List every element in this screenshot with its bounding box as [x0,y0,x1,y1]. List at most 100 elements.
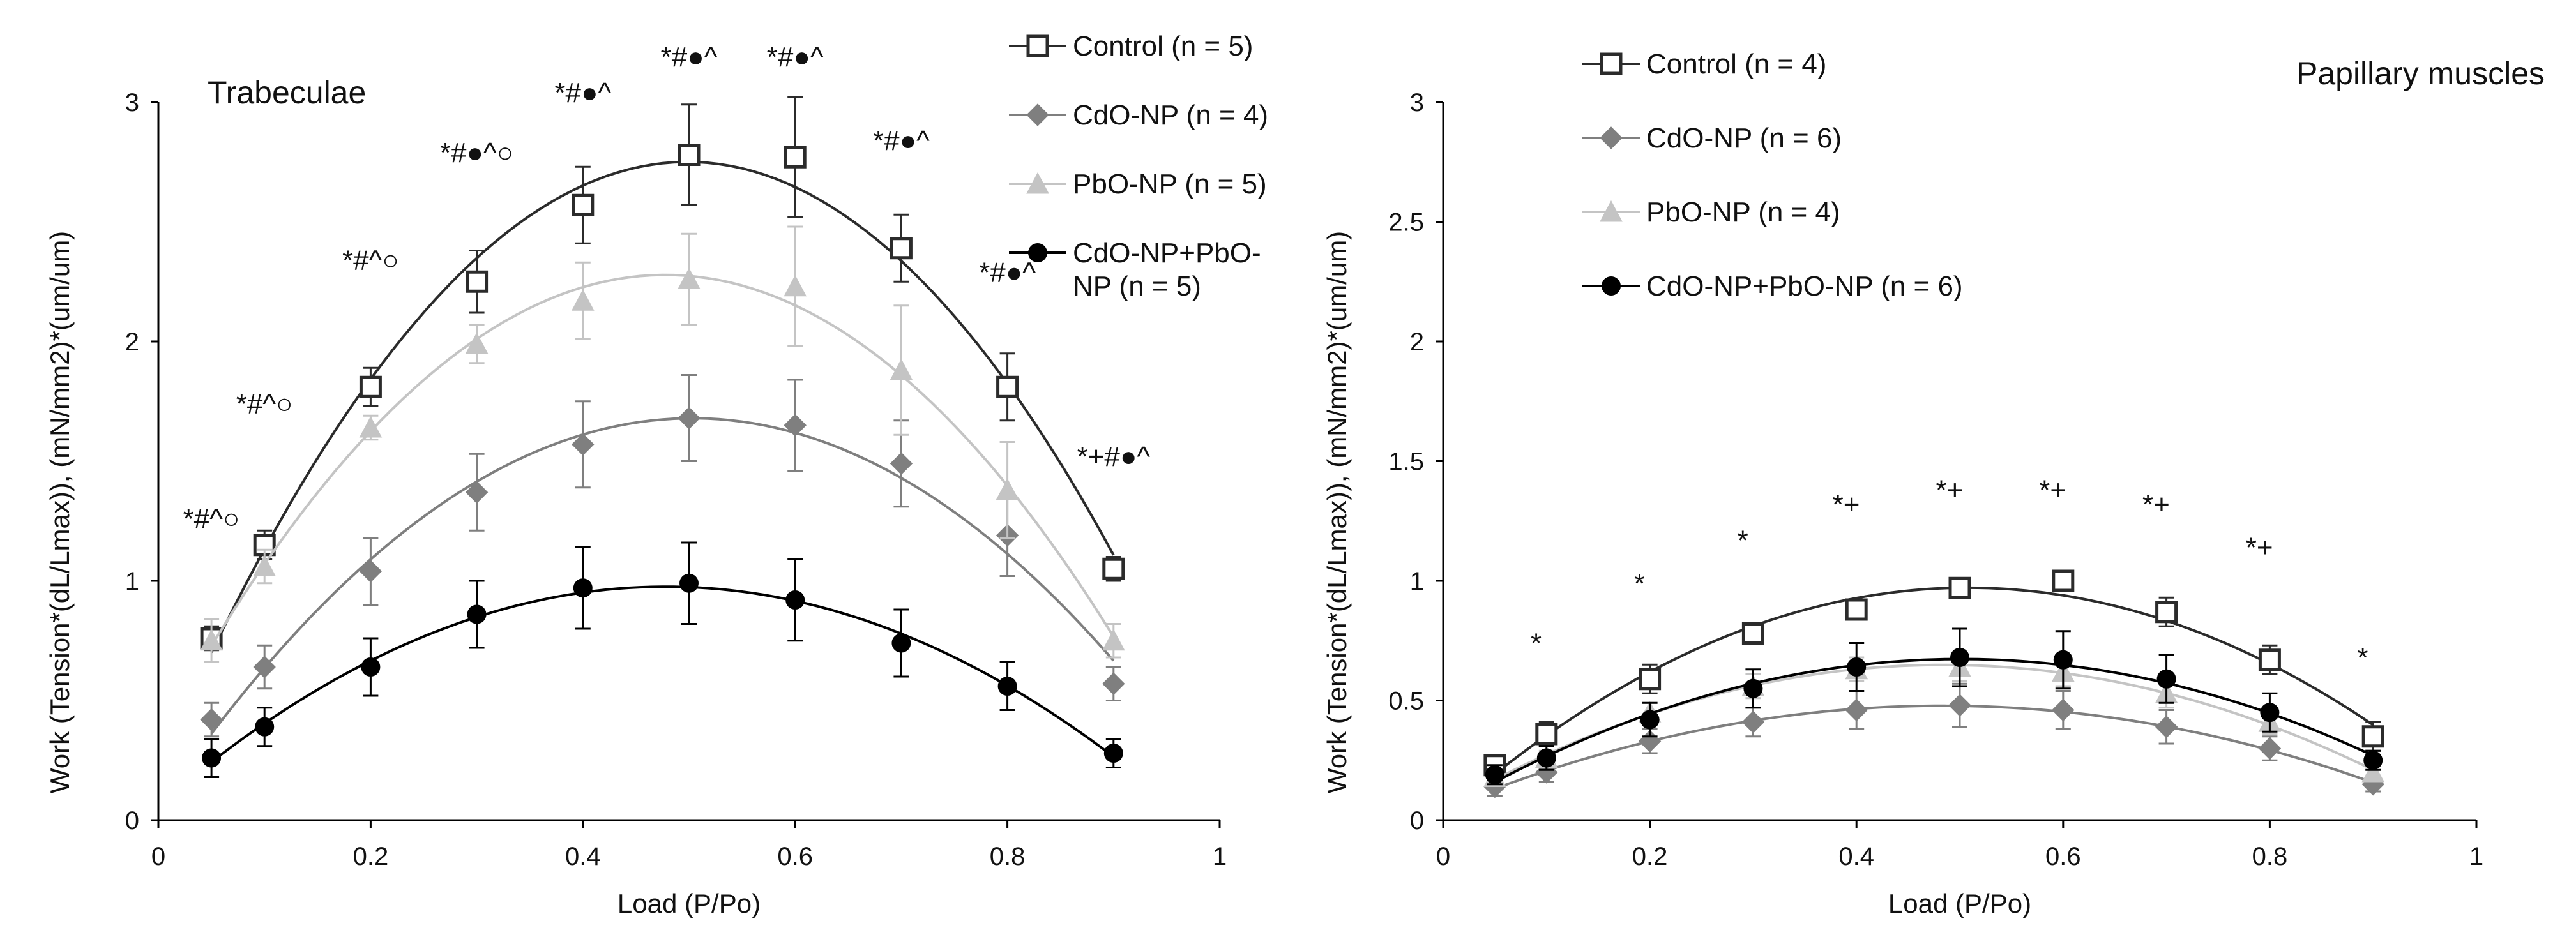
legend-label: CdO-NP (n = 6) [1646,123,1842,154]
series-4 [202,541,1123,778]
data-point [1485,765,1504,784]
y-tick-label: 3 [1410,89,1424,117]
x-tick-label: 0.6 [777,843,813,871]
data-point [572,193,595,216]
legend-label: CdO-NP+PbO-NP (n = 6) [1646,271,1963,302]
x-tick-label: 1 [1213,843,1227,871]
legend: Control (n = 5) CdO-NP (n = 4) PbO-NP (n =… [1009,31,1268,302]
data-point [2363,751,2383,770]
data-point [2053,650,2073,670]
significance-label: *+ [2246,532,2273,564]
data-point [2155,601,2178,624]
significance-label: *+ [1833,489,1860,520]
x-tick-label: 0.4 [1838,843,1874,871]
data-point [891,633,911,653]
x-tick-label: 0.4 [565,843,601,871]
legend-marker [1600,200,1623,222]
legend-label: CdO-NP (n = 4) [1073,100,1268,131]
significance-label: *#●^ [767,41,824,73]
significance-label: *#●^○ [440,137,513,169]
chart-panel-1: 0 1 2 3 0 0.2 0.4 0.6 0.8 1 Load (P/Po) Work (Tensi… [45,31,1268,918]
legend-label: Control (n = 5) [1073,31,1253,62]
x-axis-title: Load (P/Po) [617,888,761,918]
legend-label: PbO-NP (n = 5) [1073,169,1267,200]
legend-marker [1600,126,1623,149]
data-point [1103,744,1123,763]
series-line [210,160,1115,654]
series-1 [1483,569,2384,777]
x-tick-label: 0.6 [2045,843,2081,871]
data-point [1536,748,1556,768]
panel-title: Trabeculae [208,75,366,110]
series-line [1494,704,2374,790]
data-point [1102,557,1125,580]
legend: Control (n = 4) CdO-NP (n = 6) PbO-NP (n =… [1582,49,1963,302]
data-point [1639,668,1662,691]
data-point [2155,716,2178,738]
legend-label: Control (n = 4) [1646,49,1826,80]
data-point [2052,698,2075,722]
significance-label: * [2357,642,2368,673]
y-tick-label: 2.5 [1388,209,1424,237]
significance-label: *#●^ [979,257,1036,288]
data-point [890,237,913,260]
data-point [785,590,805,610]
data-point [996,375,1019,398]
legend-marker [1600,52,1623,75]
data-point [678,267,701,289]
significance-label: *#●^ [554,77,611,109]
data-point [572,433,595,456]
x-tick-label: 1 [2469,843,2483,871]
data-point [359,416,383,438]
data-point [571,289,595,311]
significance-label: *#●^ [661,41,718,73]
significance-label: * [1531,628,1542,659]
data-point [359,375,382,398]
data-point [1845,598,1868,621]
data-point [1535,723,1558,746]
data-point [784,146,807,169]
data-point [361,657,381,677]
y-axis-title: Work (Tension*(dL/Lmax)), (mN/mm2)*(um/u… [45,231,75,793]
data-point [890,452,913,475]
data-point [200,708,223,731]
y-tick-label: 1 [1410,567,1424,596]
data-point [784,274,807,297]
data-point [997,677,1017,696]
data-point [202,748,222,768]
series-3 [200,225,1125,663]
data-point [890,358,913,380]
data-point [2258,737,2282,760]
data-point [465,332,489,354]
y-tick-label: 0 [125,807,139,835]
series-2 [1483,682,2384,798]
x-tick-label: 0.8 [990,843,1026,871]
significance-label: *+ [2142,489,2170,520]
significance-label: *#^○ [342,245,399,276]
data-point [2361,725,2384,748]
y-tick-label: 0 [1410,807,1424,835]
significance-label: *+ [1936,475,1963,506]
legend-marker [1026,103,1049,126]
data-point [467,604,487,624]
significance-label: *#●^ [873,125,930,156]
data-point [1640,710,1660,730]
data-point [253,555,277,576]
data-point [784,414,807,437]
legend-label-line: NP (n = 5) [1073,271,1201,302]
data-point [678,407,701,430]
x-tick-label: 0 [151,843,165,871]
x-tick-label: 0.2 [353,843,389,871]
y-tick-label: 0.5 [1388,687,1424,716]
data-point [1741,710,1765,733]
data-point [1847,657,1867,677]
y-tick-label: 1.5 [1388,448,1424,476]
data-point [466,270,489,293]
data-point [1743,678,1763,698]
data-point [1845,698,1868,722]
legend-marker [1028,243,1047,262]
data-point [2260,703,2280,723]
y-tick-label: 2 [1410,328,1424,356]
data-point [200,629,223,651]
